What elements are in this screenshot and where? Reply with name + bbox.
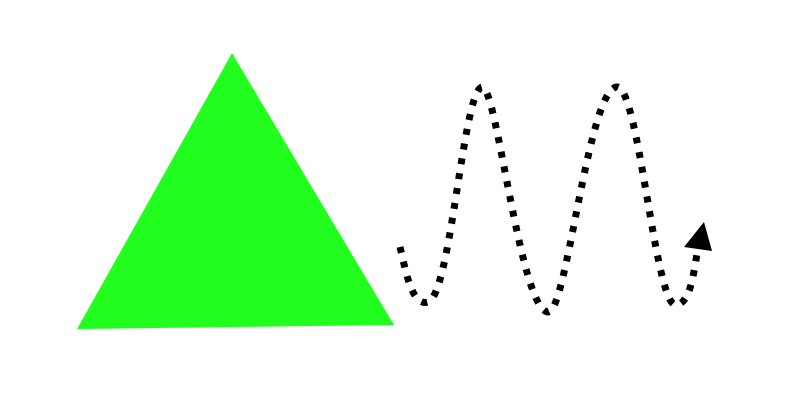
- green-triangle: [77, 53, 394, 329]
- dotted-wavy-arrow-line: [396, 83, 701, 316]
- arrowhead-icon: [684, 222, 712, 251]
